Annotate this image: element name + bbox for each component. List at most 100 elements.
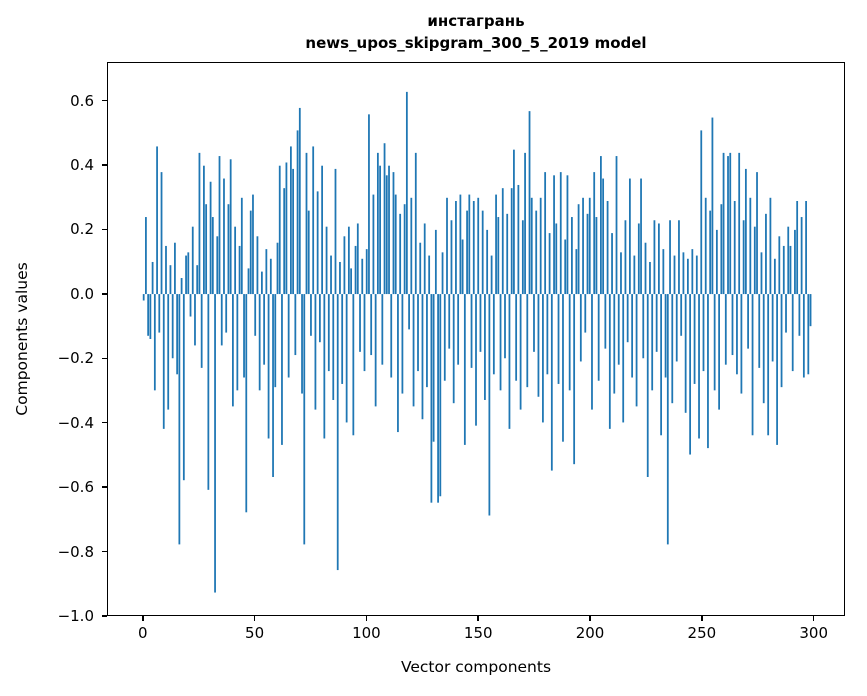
- bars-canvas: [142, 91, 812, 593]
- y-tick-label: −0.2: [57, 349, 94, 368]
- bar: [370, 294, 373, 356]
- bar: [368, 114, 370, 295]
- bar: [695, 255, 698, 295]
- bar: [227, 204, 230, 295]
- bar: [234, 226, 237, 295]
- bar: [548, 233, 551, 295]
- bar: [269, 258, 272, 295]
- bar: [506, 213, 509, 295]
- bar: [149, 294, 152, 339]
- x-tick-label: 0: [138, 624, 148, 642]
- y-tick-mark: [102, 228, 107, 231]
- bar: [156, 146, 158, 295]
- bar: [343, 236, 346, 295]
- bar: [564, 239, 567, 295]
- x-tick-mark: [365, 616, 368, 621]
- bar: [539, 197, 542, 295]
- bar: [591, 294, 593, 410]
- y-tick-label: −0.8: [57, 542, 94, 561]
- bar: [613, 294, 616, 394]
- x-tick-label: 250: [687, 624, 717, 642]
- bar: [182, 294, 185, 481]
- bar: [374, 294, 377, 407]
- bar: [510, 188, 513, 295]
- bar: [448, 294, 451, 349]
- bar: [265, 249, 268, 295]
- bar: [727, 156, 729, 295]
- bar: [365, 249, 368, 295]
- bar: [753, 226, 756, 295]
- bar: [713, 294, 716, 391]
- bar: [655, 294, 658, 352]
- bar: [640, 178, 642, 295]
- bar: [421, 294, 424, 420]
- bar: [588, 197, 591, 295]
- bar: [452, 294, 455, 404]
- bar: [490, 255, 493, 295]
- bar: [660, 294, 663, 436]
- bar: [356, 223, 359, 295]
- bar: [292, 168, 295, 295]
- bar: [240, 197, 243, 295]
- bar: [296, 130, 299, 295]
- bar: [220, 294, 223, 346]
- chart-title: инстагрань: [427, 12, 525, 30]
- bar: [423, 223, 426, 295]
- bar: [200, 294, 203, 368]
- x-tick-label: 300: [799, 624, 828, 642]
- bar: [678, 220, 680, 295]
- bar: [323, 294, 326, 439]
- bar: [742, 220, 745, 295]
- bar: [281, 294, 283, 445]
- bar: [749, 197, 752, 295]
- bar: [760, 252, 763, 295]
- bar: [477, 197, 480, 295]
- y-axis-label: Components values: [13, 262, 31, 416]
- bar: [731, 294, 734, 356]
- bar: [392, 172, 395, 295]
- bar: [439, 294, 442, 497]
- bar: [646, 294, 649, 477]
- bar: [321, 165, 324, 295]
- bar: [680, 294, 683, 336]
- bar: [245, 294, 248, 513]
- bar: [698, 294, 700, 439]
- bar: [216, 236, 219, 295]
- bar: [383, 143, 386, 295]
- bar: [214, 294, 216, 593]
- bar: [165, 245, 167, 295]
- bar: [762, 294, 765, 404]
- y-tick-mark: [102, 421, 107, 424]
- bar: [724, 294, 727, 365]
- bar: [693, 294, 696, 384]
- bar: [637, 223, 640, 295]
- bar: [526, 294, 529, 388]
- x-axis-label: Vector components: [400, 658, 552, 676]
- bar: [441, 252, 444, 295]
- bar: [809, 294, 812, 327]
- bar: [153, 294, 156, 391]
- y-tick-mark: [102, 615, 107, 617]
- bar: [533, 294, 535, 352]
- bar: [417, 294, 419, 372]
- bar: [773, 258, 776, 295]
- bar: [419, 242, 422, 295]
- bar: [622, 294, 625, 423]
- bar: [704, 197, 707, 295]
- bar: [238, 245, 241, 295]
- bar: [205, 204, 208, 295]
- bar: [401, 294, 404, 394]
- bar: [673, 255, 676, 295]
- bar: [479, 294, 482, 352]
- bar: [211, 217, 214, 295]
- y-tick-mark: [102, 550, 107, 553]
- bar: [410, 197, 413, 295]
- x-tick-mark: [253, 616, 256, 621]
- bar: [595, 217, 598, 295]
- bar: [145, 217, 147, 295]
- y-tick-label: 0.4: [70, 156, 94, 175]
- x-tick-mark: [477, 616, 479, 621]
- bar: [684, 294, 687, 413]
- bar: [633, 255, 636, 295]
